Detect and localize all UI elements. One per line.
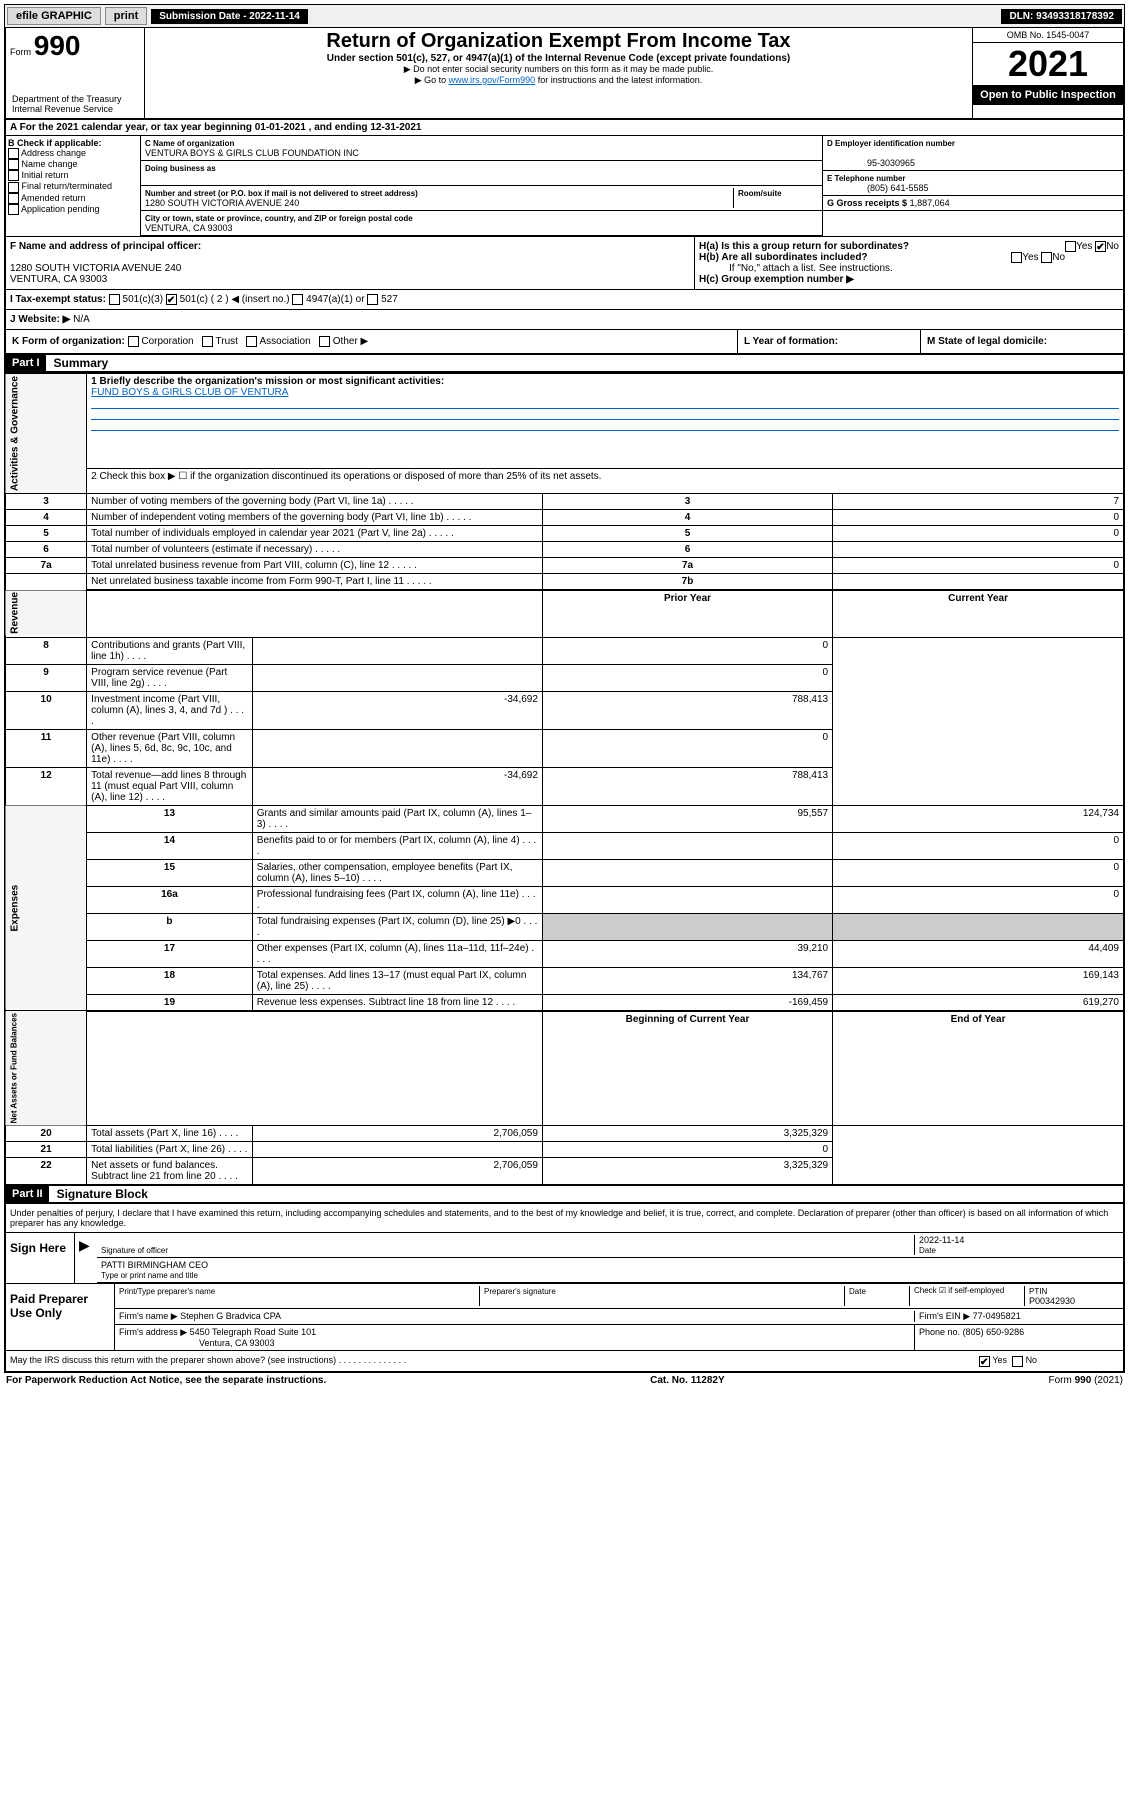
tax-year-row: A For the 2021 calendar year, or tax yea…: [6, 120, 1123, 136]
form-subtitle: Under section 501(c), 527, or 4947(a)(1)…: [147, 53, 970, 64]
form-number: 990: [34, 30, 81, 61]
summary-row: 11Other revenue (Part VIII, column (A), …: [5, 729, 1124, 767]
vlabel-governance: Activities & Governance: [5, 374, 87, 494]
firm-name: Stephen G Bradvica CPA: [180, 1311, 281, 1321]
website: N/A: [73, 314, 90, 325]
org-street: 1280 SOUTH VICTORIA AVENUE 240: [145, 198, 299, 208]
summary-row: Net unrelated business taxable income fr…: [5, 574, 1124, 591]
part2-header: Part II Signature Block: [4, 1186, 1125, 1204]
ptin: P00342930: [1029, 1296, 1075, 1306]
summary-row: 21Total liabilities (Part X, line 26) . …: [5, 1142, 1124, 1158]
form-note2: ▶ Go to www.irs.gov/Form990 for instruct…: [147, 75, 970, 86]
summary-row: 15Salaries, other compensation, employee…: [5, 859, 1124, 886]
summary-row: 7aTotal unrelated business revenue from …: [5, 558, 1124, 574]
officer-name: PATTI BIRMINGHAM CEO: [101, 1260, 208, 1270]
summary-row: 6Total number of volunteers (estimate if…: [5, 542, 1124, 558]
checkbox-amended-return: Amended return: [8, 193, 138, 204]
summary-row: 18Total expenses. Add lines 13–17 (must …: [5, 967, 1124, 994]
summary-row: 22Net assets or fund balances. Subtract …: [5, 1158, 1124, 1186]
summary-row: 17Other expenses (Part IX, column (A), l…: [5, 940, 1124, 967]
paid-preparer-label: Paid Preparer Use Only: [6, 1284, 115, 1350]
gross-receipts: 1,887,064: [910, 198, 950, 208]
summary-row: 10Investment income (Part VIII, column (…: [5, 691, 1124, 729]
dept-treasury: Department of the Treasury Internal Reve…: [10, 92, 140, 116]
form-prefix: Form: [10, 47, 31, 57]
header-section: A For the 2021 calendar year, or tax yea…: [4, 120, 1125, 355]
summary-row: 14Benefits paid to or for members (Part …: [5, 832, 1124, 859]
summary-row: 19Revenue less expenses. Subtract line 1…: [5, 994, 1124, 1011]
org-city: VENTURA, CA 93003: [145, 223, 233, 233]
submission-date: Submission Date - 2022-11-14: [151, 9, 308, 24]
sign-here-label: Sign Here: [6, 1233, 75, 1283]
arrow-icon: ▶: [75, 1233, 97, 1283]
col-b-checkboxes: B Check if applicable: Address change Na…: [6, 136, 141, 236]
ha-no[interactable]: [1095, 241, 1106, 252]
vlabel-net: Net Assets or Fund Balances: [5, 1011, 87, 1126]
print-button[interactable]: print: [105, 7, 147, 25]
checkbox-initial-return: Initial return: [8, 170, 138, 181]
irs-link[interactable]: www.irs.gov/Form990: [449, 75, 536, 85]
officer-addr: 1280 SOUTH VICTORIA AVENUE 240 VENTURA, …: [10, 263, 181, 285]
ein: 95-3030965: [827, 158, 915, 168]
mission-text: FUND BOYS & GIRLS CLUB OF VENTURA: [91, 387, 288, 398]
hb-no[interactable]: [1041, 252, 1052, 263]
summary-row: Expenses13Grants and similar amounts pai…: [5, 805, 1124, 832]
form-header: Form 990 Department of the Treasury Inte…: [4, 28, 1125, 120]
efile-label: efile GRAPHIC: [7, 7, 101, 25]
firm-addr1: 5450 Telegraph Road Suite 101: [190, 1327, 316, 1337]
part1-header: Part I Summary: [4, 355, 1125, 373]
summary-row: 16aProfessional fundraising fees (Part I…: [5, 886, 1124, 913]
efile-topbar: efile GRAPHIC print Submission Date - 20…: [4, 4, 1125, 28]
page-footer: For Paperwork Reduction Act Notice, see …: [4, 1373, 1125, 1388]
checkbox-address-change: Address change: [8, 148, 138, 159]
firm-addr2: Ventura, CA 93003: [119, 1338, 275, 1348]
form-title: Return of Organization Exempt From Incom…: [147, 30, 970, 53]
irs-discuss-no[interactable]: [1012, 1356, 1023, 1367]
summary-row: 20Total assets (Part X, line 16) . . . .…: [5, 1126, 1124, 1142]
checkbox-name-change: Name change: [8, 159, 138, 170]
firm-phone: (805) 650-9286: [963, 1327, 1025, 1337]
tax-year: 2021: [973, 43, 1123, 85]
summary-row: bTotal fundraising expenses (Part IX, co…: [5, 913, 1124, 940]
signature-block: Under penalties of perjury, I declare th…: [4, 1204, 1125, 1372]
summary-row: 5Total number of individuals employed in…: [5, 526, 1124, 542]
firm-ein: 77-0495821: [973, 1311, 1021, 1321]
summary-row: 3Number of voting members of the governi…: [5, 494, 1124, 510]
hb-yes[interactable]: [1011, 252, 1022, 263]
irs-discuss-yes[interactable]: [979, 1356, 990, 1367]
checkbox-final-return-terminated: Final return/terminated: [8, 181, 138, 192]
vlabel-revenue: Revenue: [5, 590, 87, 637]
summary-row: 12Total revenue—add lines 8 through 11 (…: [5, 767, 1124, 805]
dln-label: DLN: 93493318178392: [1001, 9, 1122, 24]
omb-number: OMB No. 1545-0047: [973, 28, 1123, 43]
phone: (805) 641-5585: [827, 183, 929, 193]
checkbox-application-pending: Application pending: [8, 204, 138, 215]
summary-row: 9Program service revenue (Part VIII, lin…: [5, 664, 1124, 691]
summary-row: 8Contributions and grants (Part VIII, li…: [5, 637, 1124, 664]
tax-status-501c[interactable]: [166, 294, 177, 305]
form-note1: ▶ Do not enter social security numbers o…: [147, 64, 970, 75]
summary-table: Activities & Governance 1 Briefly descri…: [4, 373, 1125, 1186]
org-name: VENTURA BOYS & GIRLS CLUB FOUNDATION INC: [145, 148, 359, 158]
perjury-declaration: Under penalties of perjury, I declare th…: [6, 1204, 1123, 1232]
summary-row: 4Number of independent voting members of…: [5, 510, 1124, 526]
open-inspection: Open to Public Inspection: [973, 85, 1123, 105]
ha-yes[interactable]: [1065, 241, 1076, 252]
